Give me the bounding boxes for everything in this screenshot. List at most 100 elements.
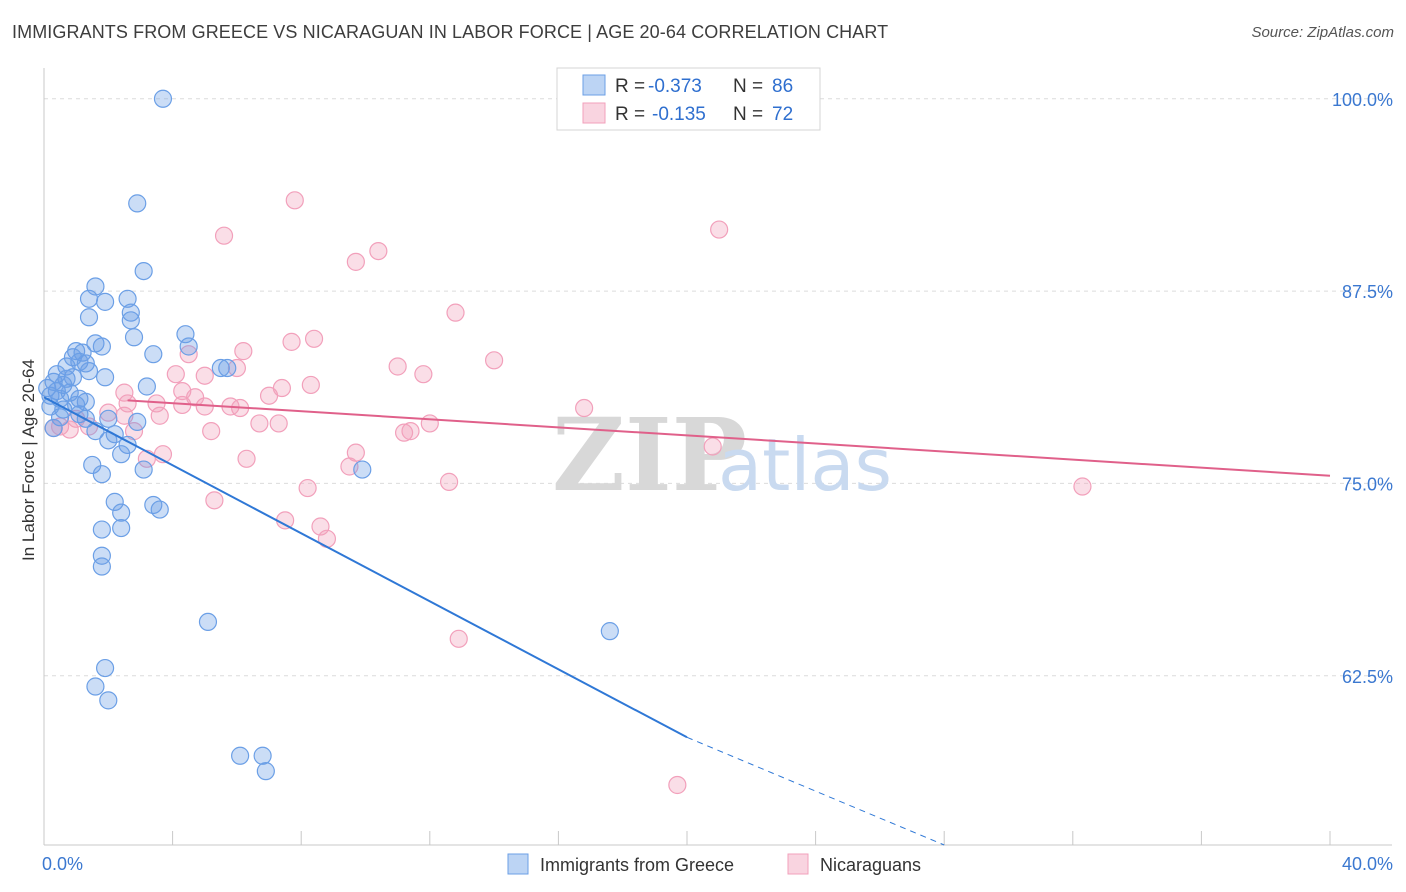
data-point: [439, 472, 459, 491]
data-point: [153, 89, 173, 108]
data-point: [304, 329, 324, 348]
data-point: [112, 503, 131, 522]
data-point: [1073, 477, 1092, 496]
data-point: [301, 375, 320, 395]
trend-lines: [43, 396, 1331, 846]
data-point: [95, 658, 115, 678]
data-point: [60, 420, 79, 439]
data-point: [259, 386, 279, 405]
x-tick-label-max: 40.0%: [1342, 854, 1393, 874]
y-tick-labels: 62.5% 75.0% 87.5% 100.0%: [1332, 90, 1393, 687]
y-tick-label: 87.5%: [1342, 282, 1393, 302]
data-point: [211, 358, 230, 378]
data-point: [195, 366, 214, 385]
data-point: [128, 412, 147, 431]
data-point: [50, 408, 70, 427]
data-point: [227, 358, 246, 378]
data-point: [124, 328, 144, 347]
bottom-legend-label-greece: Immigrants from Greece: [540, 855, 734, 875]
data-point: [202, 422, 221, 441]
legend-r-value-nicaraguans: -0.135: [652, 104, 706, 125]
data-point: [253, 746, 272, 765]
data-point: [237, 449, 256, 468]
legend-r-value-greece: -0.373: [648, 76, 702, 97]
data-point: [346, 252, 365, 271]
trend-line: [127, 399, 1331, 477]
data-point: [112, 445, 131, 464]
bottom-legend-label-nicaraguans: Nicaraguans: [820, 855, 921, 875]
data-point: [234, 342, 253, 361]
data-point: [668, 775, 687, 795]
data-point: [99, 691, 118, 710]
data-point: [250, 414, 269, 433]
data-point: [92, 520, 111, 539]
data-point: [150, 500, 169, 519]
legend-n-value-greece: 86: [772, 76, 793, 97]
data-point: [710, 220, 729, 239]
data-point: [231, 746, 250, 765]
data-point: [134, 261, 153, 281]
data-point: [92, 337, 111, 356]
data-point: [92, 557, 111, 576]
data-point: [298, 478, 317, 498]
data-point: [105, 492, 124, 511]
data-point: [353, 460, 372, 479]
data-point: [134, 460, 153, 479]
data-point: [79, 362, 99, 381]
y-axis-label: In Labor Force | Age 20-64: [19, 359, 38, 561]
data-point: [86, 677, 105, 696]
legend-r-label-nicaraguans: R =: [615, 104, 645, 125]
x-tick-labels: 0.0% 40.0%: [42, 854, 1393, 874]
data-point: [121, 311, 140, 330]
legend-n-label-nicaraguans: N =: [733, 104, 763, 125]
data-point: [401, 422, 420, 441]
data-point: [63, 368, 83, 387]
watermark-atlas: atlas: [718, 423, 892, 507]
data-point: [276, 511, 295, 530]
data-point: [95, 368, 115, 387]
data-point: [137, 377, 156, 396]
data-point: [112, 518, 131, 538]
data-point: [703, 437, 722, 456]
legend-box: [556, 67, 821, 131]
data-point: [83, 455, 102, 475]
series-greece-points: [38, 89, 619, 781]
legend-r-label-greece: R =: [615, 76, 645, 97]
data-point: [179, 337, 198, 356]
data-point: [92, 546, 111, 565]
data-point: [128, 194, 147, 213]
data-point: [388, 357, 407, 376]
data-point: [92, 465, 111, 484]
data-point: [218, 358, 237, 378]
data-point: [214, 226, 234, 245]
data-point: [121, 303, 140, 322]
data-point: [285, 191, 304, 210]
data-point: [150, 406, 169, 425]
data-point: [282, 332, 301, 351]
grid-lines: [44, 98, 1392, 677]
legend-n-value-nicaraguans: 72: [772, 104, 793, 125]
data-point: [44, 418, 63, 438]
bottom-legend-swatch-greece: [507, 853, 529, 875]
data-point: [179, 345, 198, 364]
watermark: ZIP atlas: [552, 396, 892, 514]
data-point: [414, 365, 433, 384]
data-point: [369, 241, 388, 261]
trend-line: [43, 396, 688, 739]
data-point: [57, 357, 76, 376]
data-point: [118, 289, 137, 308]
data-point: [166, 365, 185, 384]
data-point: [99, 409, 118, 428]
data-point: [144, 345, 163, 364]
data-point: [95, 292, 115, 311]
y-tick-label: 100.0%: [1332, 90, 1393, 110]
y-tick-label: 75.0%: [1342, 474, 1393, 494]
series-legend: Immigrants from Greece Nicaraguans: [507, 853, 921, 875]
data-point: [256, 762, 275, 781]
source-label: Source: ZipAtlas.com: [1251, 24, 1394, 41]
data-point: [446, 303, 465, 322]
data-point: [600, 622, 619, 641]
data-point: [485, 351, 504, 370]
data-point: [79, 308, 99, 327]
